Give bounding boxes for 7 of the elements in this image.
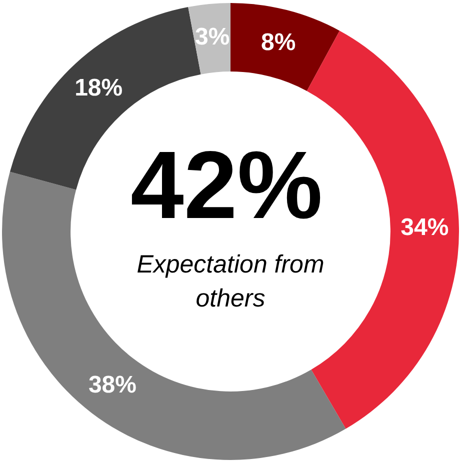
text: 42%	[130, 132, 323, 239]
data-label: 34%	[400, 214, 449, 242]
data-label: 38%	[88, 371, 136, 398]
data-label: 18%	[74, 74, 123, 102]
text: Expectation from others	[136, 250, 324, 312]
data-label: 3%	[195, 24, 230, 51]
data-label: 8%	[260, 28, 296, 56]
